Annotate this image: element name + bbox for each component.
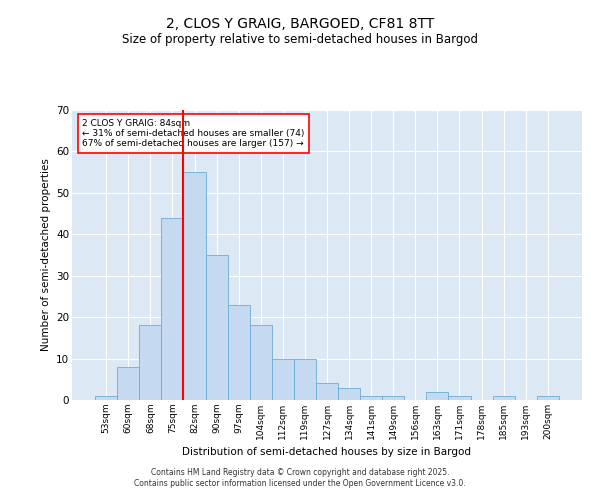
Bar xyxy=(493,396,515,400)
Bar xyxy=(206,255,227,400)
Bar xyxy=(316,384,338,400)
Bar xyxy=(161,218,184,400)
Bar xyxy=(272,358,294,400)
Bar xyxy=(117,367,139,400)
Y-axis label: Number of semi-detached properties: Number of semi-detached properties xyxy=(41,158,50,352)
X-axis label: Distribution of semi-detached houses by size in Bargod: Distribution of semi-detached houses by … xyxy=(182,448,472,458)
Bar xyxy=(250,326,272,400)
Bar xyxy=(427,392,448,400)
Bar xyxy=(227,304,250,400)
Text: Size of property relative to semi-detached houses in Bargod: Size of property relative to semi-detach… xyxy=(122,32,478,46)
Bar xyxy=(537,396,559,400)
Bar xyxy=(338,388,360,400)
Text: 2, CLOS Y GRAIG, BARGOED, CF81 8TT: 2, CLOS Y GRAIG, BARGOED, CF81 8TT xyxy=(166,18,434,32)
Bar xyxy=(360,396,382,400)
Bar xyxy=(95,396,117,400)
Bar xyxy=(382,396,404,400)
Bar xyxy=(448,396,470,400)
Bar xyxy=(184,172,206,400)
Text: Contains HM Land Registry data © Crown copyright and database right 2025.
Contai: Contains HM Land Registry data © Crown c… xyxy=(134,468,466,487)
Bar xyxy=(139,326,161,400)
Text: 2 CLOS Y GRAIG: 84sqm
← 31% of semi-detached houses are smaller (74)
67% of semi: 2 CLOS Y GRAIG: 84sqm ← 31% of semi-deta… xyxy=(82,118,305,148)
Bar xyxy=(294,358,316,400)
